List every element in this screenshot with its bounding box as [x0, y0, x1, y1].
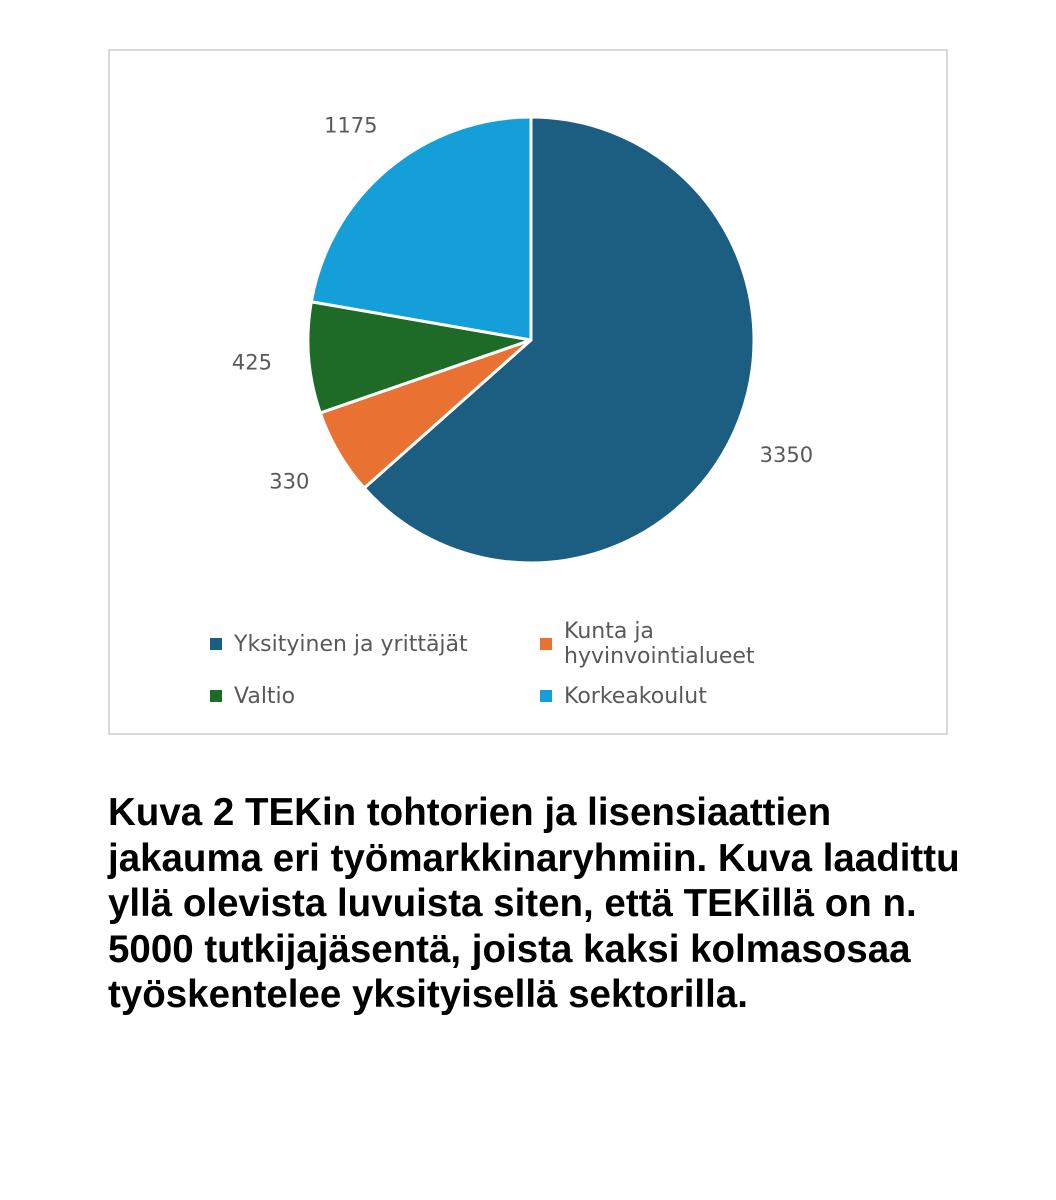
slice-value-label-1: 330: [269, 469, 309, 493]
pie-slice-0: [362, 115, 756, 565]
legend-swatch-3: [540, 690, 552, 702]
pie-chart: 3350 330 425 1175: [232, 114, 813, 565]
chart-legend: Yksityinen ja yrittäjät Kunta ja hyvinvoi…: [210, 619, 850, 709]
slice-value-label-3: 1175: [324, 114, 377, 138]
pie-slice-3: [309, 115, 533, 342]
slice-value-label-2: 425: [232, 350, 272, 374]
legend-swatch-1: [540, 638, 552, 650]
figure-caption: Kuva 2 TEKin tohtorien ja lisensiaattien…: [108, 791, 960, 1016]
legend-label-1: Kunta ja hyvinvointialueet: [564, 619, 755, 669]
legend-item-0: Yksityinen ja yrittäjät: [210, 631, 540, 657]
pie-slice-2: [306, 300, 533, 415]
legend-label-0: Yksityinen ja yrittäjät: [234, 631, 468, 657]
chart-frame: 3350 330 425 1175 Yksityinen ja yrittäjät Ku…: [108, 49, 948, 735]
slice-value-label-0: 3350: [760, 443, 813, 467]
legend-item-3: Korkeakoulut: [540, 683, 850, 709]
legend-swatch-2: [210, 690, 222, 702]
legend-label-2: Valtio: [234, 683, 296, 709]
legend-swatch-0: [210, 638, 222, 650]
legend-item-2: Valtio: [210, 683, 540, 709]
legend-item-1: Kunta ja hyvinvointialueet: [540, 619, 850, 669]
legend-label-3: Korkeakoulut: [564, 683, 707, 709]
